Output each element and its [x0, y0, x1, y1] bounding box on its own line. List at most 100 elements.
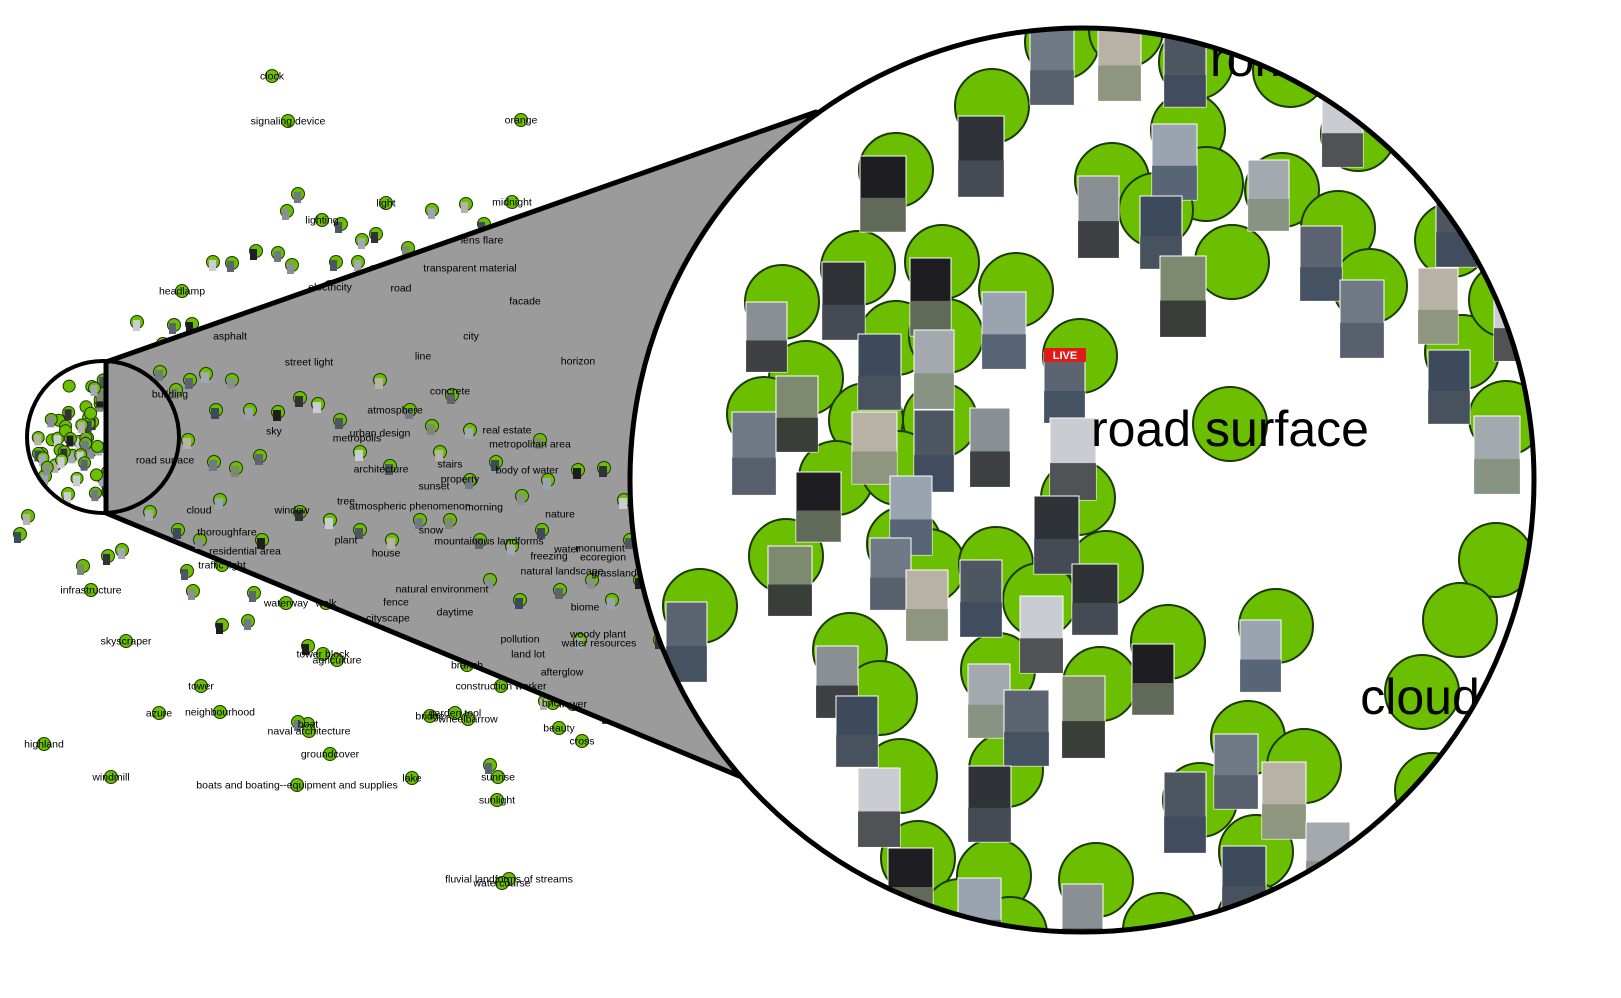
tag-node[interactable] [575, 734, 589, 748]
image-thumbnail [195, 538, 203, 549]
image-thumbnail [537, 528, 545, 539]
tag-node[interactable] [265, 69, 279, 83]
image-thumbnail [227, 378, 235, 389]
tag-node[interactable] [302, 724, 316, 738]
image-thumbnail [91, 490, 99, 502]
tag-node[interactable] [490, 793, 504, 807]
tag-label: cloud [186, 505, 211, 517]
image-thumbnail [185, 378, 193, 389]
tag-node[interactable] [405, 771, 419, 785]
image-thumbnail [76, 451, 84, 463]
tag-node[interactable] [552, 721, 566, 735]
image-node-zoomed[interactable] [1192, 386, 1268, 462]
image-thumbnail [573, 468, 581, 479]
image-thumbnail [34, 434, 42, 446]
image-node[interactable] [62, 379, 76, 393]
image-node[interactable] [89, 468, 103, 482]
image-thumbnail [354, 260, 361, 271]
tag-node[interactable] [281, 114, 295, 128]
tag-node[interactable] [379, 196, 393, 210]
image-thumbnail [245, 408, 253, 419]
tag-node[interactable] [152, 706, 166, 720]
tag-label: brick [542, 698, 565, 710]
image-thumbnail [209, 460, 217, 471]
tag-node[interactable] [37, 737, 51, 751]
image-thumbnail [461, 202, 468, 213]
tag-label: atmosphere [367, 405, 423, 417]
tag-node[interactable] [316, 647, 330, 661]
tag-label: real estate [482, 425, 531, 437]
tag-node[interactable] [213, 705, 227, 719]
image-node[interactable] [91, 439, 105, 453]
tag-label: light [376, 198, 395, 210]
image-thumbnail [294, 192, 301, 203]
image-thumbnail [507, 544, 515, 555]
tag-label: traffic light [198, 560, 246, 572]
tag-label: morning [465, 502, 503, 514]
image-node-zoomed[interactable] [1318, 868, 1394, 943]
image-thumbnail [485, 578, 493, 589]
tag-label: thoroughfare [197, 527, 257, 539]
image-thumbnail [313, 402, 321, 413]
image-thumbnail [445, 518, 453, 529]
image-thumbnail [575, 638, 583, 649]
tag-label: daytime [437, 607, 474, 619]
thumbnail-ground [858, 811, 900, 847]
thumbnail-ground [970, 451, 1010, 487]
tag-node[interactable] [279, 596, 293, 610]
thumbnail-ground [858, 375, 901, 410]
tag-label: afterglow [541, 667, 584, 679]
image-thumbnail [335, 418, 343, 429]
tag-node[interactable] [119, 634, 133, 648]
image-node-zoomed[interactable] [1358, 822, 1434, 898]
image-thumbnail-zoomed[interactable] [1061, 883, 1104, 965]
tag-node[interactable] [461, 712, 475, 726]
focus-lens-circle[interactable] [25, 359, 181, 515]
tag-node[interactable] [505, 195, 519, 209]
tag-label: water resources [561, 638, 637, 650]
tag-node[interactable] [423, 709, 437, 723]
thumbnail-ground [1062, 721, 1105, 758]
tag-node[interactable] [448, 706, 462, 720]
tag-node[interactable] [175, 284, 189, 298]
tag-node[interactable] [84, 583, 98, 597]
tag-label: fluvial landforms of streams [445, 874, 573, 886]
tag-node[interactable] [104, 770, 118, 784]
image-thumbnail [51, 461, 59, 473]
image-thumbnail [294, 720, 301, 731]
tag-node[interactable] [194, 679, 208, 693]
image-thumbnail [87, 447, 95, 459]
tag-node[interactable] [315, 213, 329, 227]
image-thumbnail [587, 578, 595, 589]
tag-node[interactable] [491, 770, 505, 784]
image-thumbnail [201, 372, 209, 383]
image-thumbnail [619, 498, 627, 509]
tag-label: road surface [136, 455, 195, 467]
image-thumbnail [181, 569, 188, 580]
tag-label: beauty [543, 723, 575, 735]
image-thumbnail [257, 538, 265, 549]
image-thumbnail [231, 466, 239, 477]
image-thumbnail-zoomed[interactable] [887, 847, 934, 920]
image-node-zoomed[interactable] [1384, 654, 1460, 730]
image-thumbnail [250, 249, 257, 260]
tag-label: stairs [437, 459, 462, 471]
tag-node[interactable] [514, 113, 528, 127]
tag-label: body of water [495, 465, 559, 477]
image-thumbnail [385, 464, 393, 475]
tag-node[interactable] [330, 653, 344, 667]
thumbnail-ground [1160, 300, 1206, 337]
image-thumbnail [77, 422, 85, 434]
image-thumbnail [99, 376, 107, 388]
tag-label: atmospheric phenomenon [349, 501, 471, 513]
tag-node[interactable] [323, 747, 337, 761]
tag-node[interactable] [495, 876, 509, 890]
thumbnail-ground [960, 602, 1002, 637]
tag-label: window [273, 505, 309, 517]
image-node-zoomed[interactable] [1422, 582, 1498, 658]
tag-node[interactable] [290, 778, 304, 792]
image-node[interactable] [84, 406, 98, 420]
thumbnail-ground [1050, 463, 1096, 500]
